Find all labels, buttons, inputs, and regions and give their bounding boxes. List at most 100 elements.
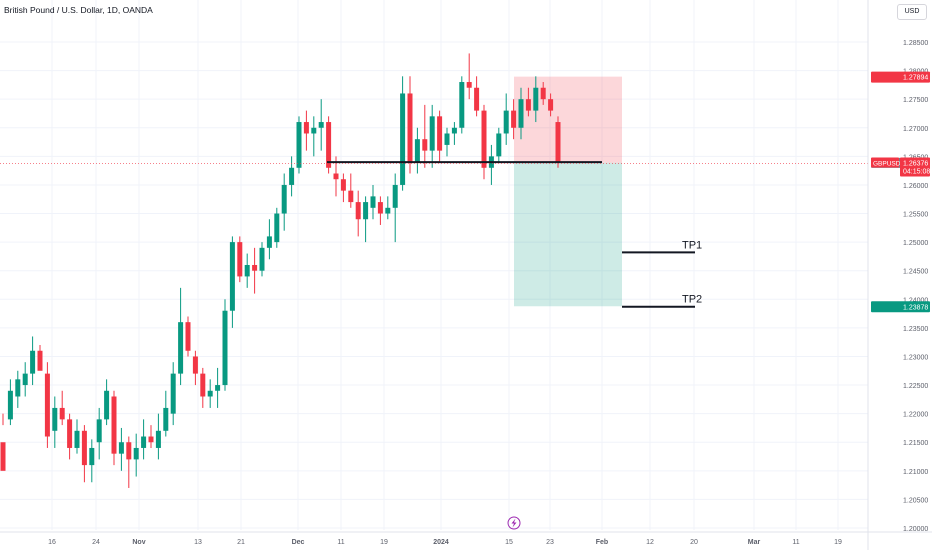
candle-body: [244, 264, 250, 277]
candle-body: [385, 207, 391, 214]
candle: [89, 439, 95, 483]
currency-button[interactable]: USD: [897, 4, 927, 20]
stop-loss-zone[interactable]: [514, 76, 622, 163]
candle-body: [118, 442, 124, 454]
candle: [30, 336, 36, 386]
candle: [540, 82, 546, 105]
stop-price-label-bg: [871, 71, 930, 83]
time-tick-label: 13: [194, 539, 202, 546]
candle: [414, 127, 420, 174]
candle-body: [533, 87, 539, 111]
candle: [163, 390, 169, 437]
symbol-text: GBPUSD: [873, 160, 901, 167]
candle: [148, 425, 154, 448]
candle-body: [496, 133, 502, 157]
target-label: TP1: [682, 239, 702, 251]
candle: [244, 253, 250, 288]
price-tick-label: 1.22000: [903, 412, 928, 419]
candle-body: [59, 407, 65, 420]
price-tick-label: 1.27500: [903, 97, 928, 104]
candle-body: [303, 122, 309, 134]
candle: [474, 76, 480, 117]
candle: [525, 87, 531, 117]
candle-body: [377, 202, 383, 214]
candle-body: [67, 419, 73, 448]
last-price-text: 1.26376: [903, 160, 928, 167]
candle: [281, 173, 287, 231]
price-tick-label: 1.21500: [903, 440, 928, 447]
time-tick-label: 11: [792, 539, 799, 546]
candle-body: [22, 373, 28, 386]
candle-body: [229, 242, 235, 311]
candle-body: [296, 122, 302, 168]
candle: [437, 110, 443, 163]
position-zones: [514, 76, 622, 307]
candle-body: [311, 127, 317, 134]
price-tick-label: 1.23500: [903, 326, 928, 333]
candle: [200, 367, 206, 408]
candle: [222, 299, 228, 391]
candle-body: [237, 242, 243, 277]
candle: [111, 390, 117, 466]
candle-body: [163, 407, 169, 431]
candle: [185, 316, 191, 357]
price-tick-label: 1.28500: [903, 40, 928, 47]
candle: [370, 184, 376, 220]
candle: [511, 99, 517, 140]
candle-body: [437, 116, 443, 151]
candle: [533, 76, 539, 123]
candle-body: [30, 350, 36, 374]
candle: [503, 93, 509, 145]
candle-body: [133, 447, 139, 460]
candle: [207, 379, 213, 408]
take-profit-zone[interactable]: [514, 162, 622, 307]
candle: [488, 144, 494, 185]
time-tick-label: Dec: [292, 539, 305, 546]
price-tick-label: 1.23000: [903, 354, 928, 361]
candle: [74, 419, 80, 454]
candle: [496, 127, 502, 163]
stop-price-label-text: 1.27894: [903, 75, 928, 82]
candle-body: [266, 236, 272, 248]
candle: [229, 236, 235, 328]
time-tick-label: Mar: [748, 539, 761, 546]
candle: [400, 76, 406, 191]
countdown-text: 04:15:08: [903, 168, 930, 175]
target-label: TP2: [682, 294, 702, 306]
candle: [481, 104, 487, 180]
candle: [192, 350, 198, 386]
candle: [22, 362, 28, 397]
time-tick-label: Nov: [132, 539, 145, 546]
lightning-icon[interactable]: [507, 516, 521, 530]
candle-body: [126, 442, 132, 460]
candle-body: [148, 436, 154, 443]
price-tick-label: 1.25500: [903, 212, 928, 219]
time-tick-label: 19: [834, 539, 842, 546]
candle-body: [89, 447, 95, 466]
candle-body: [503, 110, 509, 134]
candle: [237, 236, 243, 283]
candle: [133, 433, 139, 477]
candle-body: [481, 110, 487, 168]
candle: [377, 196, 383, 225]
candle: [459, 76, 465, 134]
candle-body: [429, 116, 435, 151]
candle: [7, 379, 13, 426]
last-price-bg: [900, 157, 930, 177]
candle-body: [511, 110, 517, 128]
candle: [451, 122, 457, 145]
candle-body: [96, 419, 102, 443]
grid: [0, 0, 868, 530]
candle: [37, 345, 43, 371]
candle-body: [222, 310, 228, 386]
candle: [326, 116, 332, 174]
candle-body: [141, 436, 147, 448]
candle-body: [104, 390, 110, 420]
chart-title: British Pound / U.S. Dollar, 1D, OANDA: [4, 5, 153, 15]
candle-body: [407, 93, 413, 163]
price-tick-label: 1.22500: [903, 383, 928, 390]
candle-body: [540, 87, 546, 100]
